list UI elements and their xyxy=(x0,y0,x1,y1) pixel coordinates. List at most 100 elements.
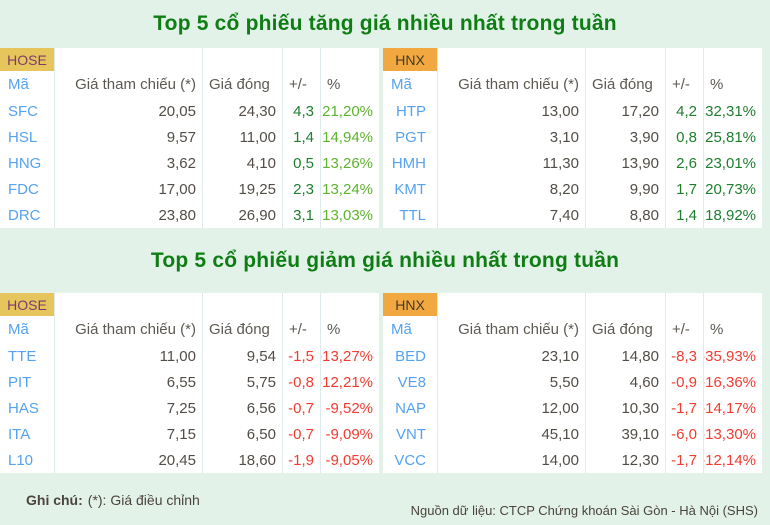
stock-row: VCC 14,00 12,30 -1,7 -12,14% xyxy=(383,447,762,473)
footnote: Ghi chú: (*): Giá điều chỉnh xyxy=(26,492,200,508)
losers-title: Top 5 cổ phiếu giảm giá nhiều nhất trong… xyxy=(150,248,620,272)
ticker-link[interactable]: VCC xyxy=(383,447,438,473)
col-header-ticker: Mã xyxy=(383,71,438,98)
close-price: 39,10 xyxy=(586,421,666,447)
ticker-link[interactable]: HNG xyxy=(0,150,55,176)
ref-price: 8,20 xyxy=(438,176,586,202)
spacer-cell xyxy=(666,48,704,71)
gainers-title-band: Top 5 cổ phiếu tăng giá nhiều nhất trong… xyxy=(0,0,770,48)
gainers-title: Top 5 cổ phiếu tăng giá nhiều nhất trong… xyxy=(153,12,617,35)
price-change: -1,7 xyxy=(666,447,704,473)
ticker-link[interactable]: SFC xyxy=(0,98,55,124)
percent-change: -13,27% xyxy=(321,347,373,365)
close-price: 3,90 xyxy=(586,124,666,150)
stock-row: VNT 45,10 39,10 -6,0 -13,30% xyxy=(383,421,762,447)
stock-row: KMT 8,20 9,90 1,7 20,73% xyxy=(383,176,762,202)
price-change: 4,3 xyxy=(283,98,321,124)
stock-row: FDC 17,00 19,25 2,3 13,24% xyxy=(0,176,379,202)
col-header-close-price: Giá đóng xyxy=(586,316,666,343)
stock-row: PIT 6,55 5,75 -0,8 -12,21% xyxy=(0,369,379,395)
ticker-link[interactable]: FDC xyxy=(0,176,55,202)
stock-row: HMH 11,30 13,90 2,6 23,01% xyxy=(383,150,762,176)
close-price: 5,75 xyxy=(203,369,283,395)
col-header-close-price: Giá đóng xyxy=(203,316,283,343)
col-header-change: +/- xyxy=(666,71,704,98)
exchange-badge-row: HNX xyxy=(383,293,762,316)
price-change: -6,0 xyxy=(666,421,704,447)
ticker-link[interactable]: PGT xyxy=(383,124,438,150)
footnote-label: Ghi chú: xyxy=(26,492,83,508)
hose-badge: HOSE xyxy=(0,48,55,71)
ref-price: 13,00 xyxy=(438,98,586,124)
percent-change: 21,20% xyxy=(322,102,373,120)
price-change: 1,4 xyxy=(283,124,321,150)
ticker-link[interactable]: TTE xyxy=(0,343,55,369)
spacer-cell xyxy=(203,293,283,316)
stock-row: HAS 7,25 6,56 -0,7 -9,52% xyxy=(0,395,379,421)
ticker-link[interactable]: ITA xyxy=(0,421,55,447)
percent-change: -9,52% xyxy=(325,399,373,417)
close-price: 14,80 xyxy=(586,343,666,369)
price-change: -1,5 xyxy=(283,343,321,369)
price-change: -8,3 xyxy=(666,343,704,369)
ticker-link[interactable]: L10 xyxy=(0,447,55,473)
stock-row: TTE 11,00 9,54 -1,5 -13,27% xyxy=(0,343,379,369)
column-header-row: Mã Giá tham chiếu (*) Giá đóng +/- % xyxy=(383,316,762,343)
ticker-link[interactable]: VNT xyxy=(383,421,438,447)
ticker-link[interactable]: HAS xyxy=(0,395,55,421)
losers-hnx-table: HNX Mã Giá tham chiếu (*) Giá đóng +/- %… xyxy=(383,293,762,473)
percent-change: -9,05% xyxy=(325,451,373,469)
spacer-cell xyxy=(704,48,762,71)
stock-row: HSL 9,57 11,00 1,4 14,94% xyxy=(0,124,379,150)
hose-badge: HOSE xyxy=(0,293,55,316)
ref-price: 7,25 xyxy=(55,395,203,421)
col-header-ref-price: Giá tham chiếu (*) xyxy=(55,316,203,343)
spacer-cell xyxy=(283,293,321,316)
ticker-link[interactable]: BED xyxy=(383,343,438,369)
col-header-close-price: Giá đóng xyxy=(203,71,283,98)
ticker-link[interactable]: PIT xyxy=(0,369,55,395)
ref-price: 45,10 xyxy=(438,421,586,447)
stock-row: ITA 7,15 6,50 -0,7 -9,09% xyxy=(0,421,379,447)
spacer-cell xyxy=(586,48,666,71)
close-price: 13,90 xyxy=(586,150,666,176)
ticker-link[interactable]: TTL xyxy=(383,202,438,228)
ticker-link[interactable]: VE8 xyxy=(383,369,438,395)
ticker-link[interactable]: KMT xyxy=(383,176,438,202)
close-price: 6,56 xyxy=(203,395,283,421)
ref-price: 20,05 xyxy=(55,98,203,124)
spacer-cell xyxy=(586,293,666,316)
ref-price: 23,10 xyxy=(438,343,586,369)
ticker-link[interactable]: HSL xyxy=(0,124,55,150)
price-change: 0,5 xyxy=(283,150,321,176)
close-price: 9,54 xyxy=(203,343,283,369)
percent-change: 13,03% xyxy=(322,206,373,224)
ref-price: 17,00 xyxy=(55,176,203,202)
percent-change: 14,94% xyxy=(322,128,373,146)
col-header-ref-price: Giá tham chiếu (*) xyxy=(438,316,586,343)
price-change: 2,3 xyxy=(283,176,321,202)
ticker-link[interactable]: HTP xyxy=(383,98,438,124)
close-price: 4,10 xyxy=(203,150,283,176)
footnote-text: (*): Giá điều chỉnh xyxy=(87,492,200,508)
hnx-badge: HNX xyxy=(383,48,438,71)
ref-price: 11,00 xyxy=(55,343,203,369)
price-change: -0,7 xyxy=(283,421,321,447)
price-change: -0,8 xyxy=(283,369,321,395)
ref-price: 5,50 xyxy=(438,369,586,395)
spacer-cell xyxy=(666,293,704,316)
stock-row: L10 20,45 18,60 -1,9 -9,05% xyxy=(0,447,379,473)
col-header-ticker: Mã xyxy=(0,71,55,98)
ticker-link[interactable]: DRC xyxy=(0,202,55,228)
ticker-link[interactable]: NAP xyxy=(383,395,438,421)
spacer-cell xyxy=(704,293,762,316)
ref-price: 7,40 xyxy=(438,202,586,228)
ticker-link[interactable]: HMH xyxy=(383,150,438,176)
ref-price: 9,57 xyxy=(55,124,203,150)
col-header-ticker: Mã xyxy=(383,316,438,343)
col-header-ref-price: Giá tham chiếu (*) xyxy=(55,71,203,98)
spacer-cell xyxy=(55,48,203,71)
stock-row: DRC 23,80 26,90 3,1 13,03% xyxy=(0,202,379,228)
gainers-hose-table: HOSE Mã Giá tham chiếu (*) Giá đóng +/- … xyxy=(0,48,379,228)
